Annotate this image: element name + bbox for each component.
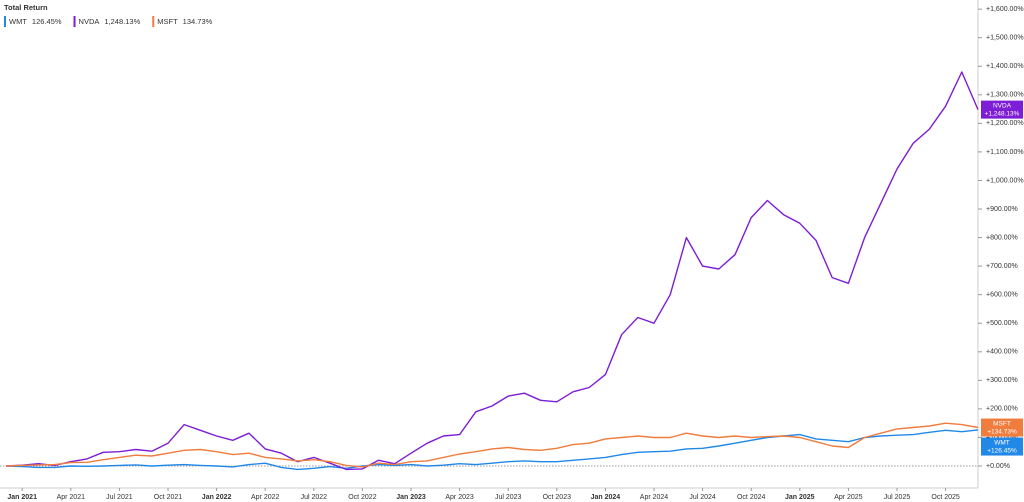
end-label-box [981, 437, 1023, 456]
end-label-value: +134.73% [987, 428, 1017, 435]
legend-value: 1,248.13% [104, 17, 140, 26]
x-tick-label: Jul 2024 [689, 494, 716, 501]
x-tick-label: Apr 2025 [834, 494, 863, 501]
end-label-name: MSFT [993, 420, 1011, 427]
end-label-value: +1,248.13% [985, 110, 1020, 117]
x-tick-label: Jul 2021 [106, 494, 133, 501]
legend-value: 134.73% [183, 17, 213, 26]
series-line [5, 422, 979, 468]
y-tick-label: +800.00% [986, 234, 1018, 241]
legend-swatch [73, 16, 76, 27]
y-tick-label: +900.00% [986, 206, 1018, 213]
y-tick-label: +600.00% [986, 292, 1018, 299]
x-tick-label: Jul 2023 [495, 494, 522, 501]
chart-title: Total Return [4, 3, 48, 12]
series-line [5, 429, 979, 471]
x-tick-label: Apr 2022 [251, 494, 280, 501]
y-tick-label: +300.00% [986, 377, 1018, 384]
end-label: NVDA+1,248.13% [981, 100, 1023, 119]
y-tick-label: +1,500.00% [986, 35, 1024, 42]
end-label-name: WMT [994, 439, 1010, 446]
y-tick-label: +1,100.00% [986, 149, 1024, 156]
x-tick-label: Apr 2024 [640, 494, 669, 501]
y-tick-label: +500.00% [986, 320, 1018, 327]
x-tick-label: Oct 2024 [737, 494, 766, 501]
x-tick-label: Jan 2024 [591, 494, 621, 501]
x-tick-label: Jan 2025 [785, 494, 815, 501]
legend-name: WMT [9, 17, 27, 26]
y-tick-label: +1,000.00% [986, 177, 1024, 184]
y-tick-label: +1,400.00% [986, 63, 1024, 70]
x-tick-label: Jan 2022 [202, 494, 232, 501]
x-tick-label: Jan 2021 [7, 494, 37, 501]
end-label: MSFT+134.73% [981, 418, 1023, 437]
y-tick-label: +1,300.00% [986, 92, 1024, 99]
legend-name: NVDA [79, 17, 100, 26]
x-tick-label: Oct 2025 [931, 494, 960, 501]
series-line [5, 71, 979, 471]
legend-swatch [4, 16, 6, 27]
end-label-value: +126.45% [987, 447, 1017, 454]
legend-name: MSFT [157, 17, 178, 26]
x-tick-label: Jul 2022 [301, 494, 328, 501]
y-tick-label: +400.00% [986, 349, 1018, 356]
end-label: WMT+126.45% [981, 437, 1023, 456]
end-label-name: NVDA [993, 102, 1012, 109]
y-tick-label: +1,200.00% [986, 120, 1024, 127]
y-tick-label: +200.00% [986, 406, 1018, 413]
end-label-box [981, 418, 1023, 437]
y-tick-label: +0.00% [986, 463, 1010, 470]
x-tick-label: Jul 2025 [884, 494, 911, 501]
legend-value: 126.45% [32, 17, 62, 26]
end-label-box [981, 100, 1023, 119]
x-tick-label: Oct 2023 [543, 494, 572, 501]
x-tick-label: Apr 2023 [445, 494, 474, 501]
y-tick-label: +700.00% [986, 263, 1018, 270]
x-tick-label: Jan 2023 [396, 494, 426, 501]
y-tick-label: +1,600.00% [986, 6, 1024, 13]
x-tick-label: Apr 2021 [57, 494, 86, 501]
x-tick-label: Oct 2021 [154, 494, 183, 501]
x-tick-label: Oct 2022 [348, 494, 377, 501]
legend-swatch [152, 16, 155, 27]
